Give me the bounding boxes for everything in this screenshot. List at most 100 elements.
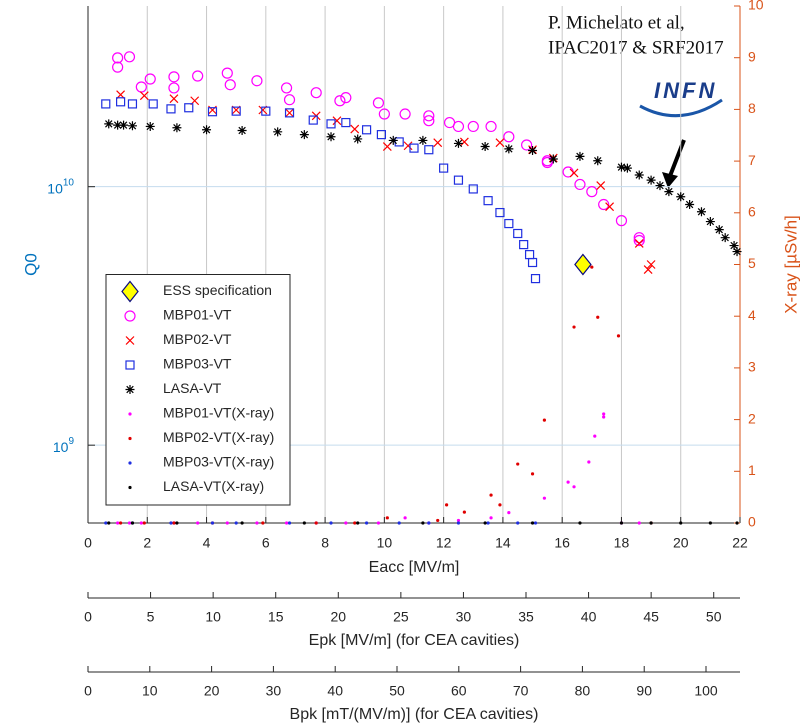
point [637,521,641,525]
extra-x-tick-label: 80 [575,683,591,699]
y2-tick-label: 5 [748,255,756,271]
point [445,503,449,507]
point [409,143,419,153]
point [344,521,348,525]
point [527,257,538,268]
point [427,521,431,525]
point [574,253,592,276]
legend-label: MBP01-VT(X-ray) [163,405,274,421]
point [453,175,464,185]
point [530,273,541,284]
point [112,52,124,64]
point [705,217,715,227]
point [586,186,598,198]
point [237,125,247,135]
point [334,95,346,107]
point [507,511,511,515]
point [234,521,238,525]
point [169,94,179,104]
point [602,412,606,416]
legend-label: MBP03-VT [163,356,232,372]
point [676,192,686,202]
point [166,104,176,114]
point [397,521,401,525]
point [569,168,579,178]
point [616,334,621,338]
point [453,138,463,148]
y2-tick-label: 1 [748,462,756,478]
point [175,521,179,525]
extra-x-tick-label: 40 [581,609,597,625]
x-tick-label: 4 [203,535,211,551]
point [516,521,520,525]
point [486,521,490,525]
x-tick-label: 6 [262,535,270,551]
point [350,124,360,134]
point [144,73,156,85]
point [123,51,136,63]
point [329,521,333,525]
legend-marker [128,485,132,490]
extra-x-tick-label: 35 [518,609,534,625]
x-tick-label: 14 [495,535,511,551]
point [261,521,265,525]
point [433,138,443,148]
point [593,434,597,438]
y2-tick-label: 0 [748,514,756,530]
point [456,518,461,523]
point [308,115,318,125]
point [541,156,553,169]
y-tick-exponent: 9 [68,436,74,447]
point [210,521,215,525]
point [439,163,449,173]
point [729,241,739,251]
point [340,92,352,104]
legend-marker [125,336,135,345]
point [139,521,143,525]
point [376,521,381,525]
point [119,120,129,130]
point [655,181,665,191]
extra-x-tick-label: 70 [513,683,529,699]
point [619,521,624,525]
legend-label: ESS specification [163,282,272,298]
extra-x-tick-label: 20 [204,683,220,699]
point [145,121,155,131]
point [649,521,653,525]
point [255,521,259,525]
point [423,110,435,122]
legend-box [105,274,291,506]
point [424,145,434,155]
extra-x-tick-label: 50 [706,609,722,625]
point [202,125,212,135]
point [516,462,520,466]
point [101,99,111,109]
point [207,107,218,117]
y-axis-title: Q0 [21,253,40,276]
x-tick-label: 10 [377,535,393,551]
point [224,79,236,91]
point [353,521,357,525]
x-tick-label: 20 [673,535,689,551]
point [302,521,306,525]
point [572,485,576,489]
point [622,163,632,173]
point [489,493,493,497]
arrow-head [662,172,678,188]
point [542,418,547,422]
point [116,521,120,525]
point [498,503,502,507]
y-tick-label: 109 [53,436,75,455]
point [679,521,683,525]
arrow [668,139,686,177]
point [113,120,123,130]
point [196,521,200,525]
extra-x-tick-label: 30 [456,609,472,625]
annotation: IPAC2017 & SRF2017 [548,37,724,58]
y2-tick-label: 8 [748,100,756,116]
extra-x-tick-label: 30 [266,683,282,699]
legend-label: MBP01-VT [163,307,232,323]
point [519,239,529,250]
point [634,170,644,180]
